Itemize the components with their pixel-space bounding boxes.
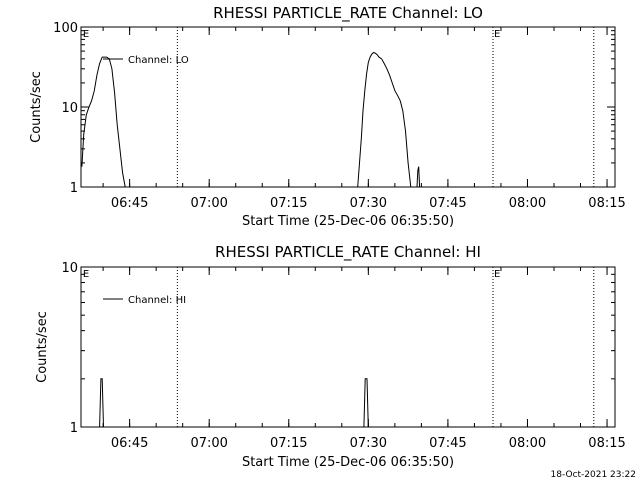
- x-tick-label: 08:15: [588, 196, 625, 211]
- event-marker-label: E: [83, 29, 89, 40]
- legend-label: Channel: LO: [128, 55, 189, 66]
- series-line: [363, 378, 369, 428]
- x-tick-label: 06:45: [111, 436, 148, 451]
- chart-title: RHESSI PARTICLE_RATE Channel: HI: [215, 243, 481, 262]
- x-tick-label: 07:00: [190, 436, 227, 451]
- event-marker-label: E: [83, 269, 89, 280]
- x-tick-label: 06:45: [111, 196, 148, 211]
- series-line: [357, 51, 412, 188]
- y-axis-label: Counts/sec: [29, 71, 44, 143]
- y-tick-label: 10: [61, 261, 78, 276]
- y-tick-label: 1: [70, 181, 78, 196]
- x-tick-label: 07:30: [350, 196, 387, 211]
- event-marker-label: E: [494, 269, 500, 280]
- lo-channel-panel: RHESSI PARTICLE_RATE Channel: LO 1 10 100 06…: [29, 4, 626, 229]
- plot-frame: [80, 266, 616, 428]
- legend-label: Channel: HI: [128, 295, 186, 306]
- x-tick-label: 07:30: [350, 436, 387, 451]
- x-axis-label: Start Time (25-Dec-06 06:35:50): [242, 214, 454, 229]
- x-tick-label: 08:15: [588, 436, 625, 451]
- x-tick-label: 07:45: [429, 196, 466, 211]
- series-line: [81, 56, 126, 188]
- y-tick-label: 100: [53, 21, 78, 36]
- event-marker-label: E: [494, 29, 500, 40]
- x-axis-label: Start Time (25-Dec-06 06:35:50): [242, 455, 454, 470]
- y-axis-label: Counts/sec: [35, 311, 50, 383]
- chart-title: RHESSI PARTICLE_RATE Channel: LO: [213, 4, 483, 23]
- x-tick-label: 07:15: [270, 436, 307, 451]
- hi-channel-panel: RHESSI PARTICLE_RATE Channel: HI 1 10 06:45…: [35, 243, 626, 470]
- x-tick-label: 08:00: [509, 196, 546, 211]
- x-tick-label: 07:00: [190, 196, 227, 211]
- generated-timestamp: 18-Oct-2021 23:22: [551, 470, 636, 480]
- x-tick-label: 07:15: [270, 196, 307, 211]
- y-tick-label: 1: [70, 421, 78, 436]
- series-line: [416, 166, 421, 188]
- x-tick-label: 07:45: [429, 436, 466, 451]
- plot-frame: [80, 26, 616, 188]
- series-line: [99, 378, 104, 428]
- y-tick-label: 10: [61, 101, 78, 116]
- x-tick-label: 08:00: [509, 436, 546, 451]
